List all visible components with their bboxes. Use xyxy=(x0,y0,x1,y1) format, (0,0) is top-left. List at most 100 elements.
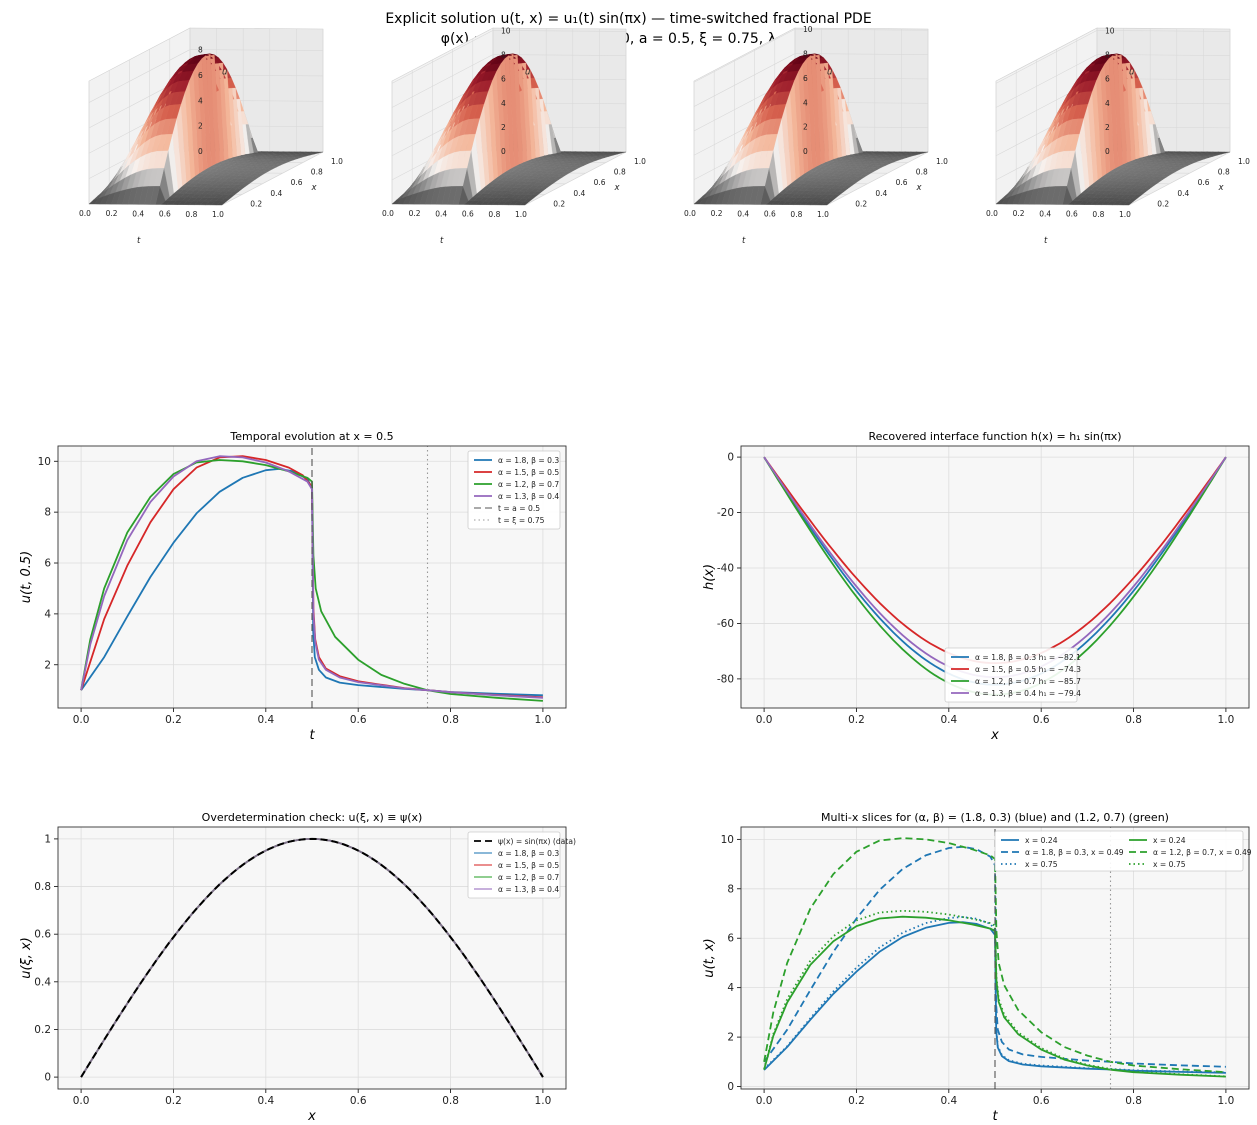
surface-t-tick: 1.0 xyxy=(212,210,224,219)
surface-x-tick: 1.0 xyxy=(634,157,646,166)
y-tick-label: 0.8 xyxy=(34,881,51,893)
plot-frame xyxy=(57,826,567,1090)
surface-t-tick: 0.2 xyxy=(106,209,118,218)
line-panel-4: 0.0 0.2 0.4 0.6 0.8 1.0 0 2 4 6 8 10 Multi-x slices … xyxy=(702,811,1252,1124)
surface-z-tick: 0 xyxy=(198,147,203,156)
surface-t-tick: 0.4 xyxy=(1039,209,1051,218)
y-tick-label: 0.6 xyxy=(34,929,51,941)
x-tick-label: 0.0 xyxy=(756,714,773,726)
y-tick-label: 2 xyxy=(727,1032,734,1044)
legend-box xyxy=(467,831,561,899)
x-tick-label: 0.8 xyxy=(442,714,459,726)
surface-t-tick: 0.4 xyxy=(132,209,144,218)
legend-label: α = 1.2, β = 0.7 xyxy=(498,480,559,489)
x-tick-label: 1.0 xyxy=(535,1095,552,1107)
series-group xyxy=(80,837,544,1078)
x-tick-label: 0.0 xyxy=(73,714,90,726)
surface-gridline xyxy=(189,49,324,51)
x-tick-label: 0.0 xyxy=(73,1095,90,1107)
surface-x-tick: 0.2 xyxy=(250,199,262,208)
series-group xyxy=(80,446,543,708)
panel-title: Overdetermination check: u(ξ, x) ≡ ψ(x) xyxy=(202,811,423,824)
surface-z-tick: 8 xyxy=(1105,51,1110,60)
surface-z-tick: 0 xyxy=(803,147,808,156)
x-tick-label: 0.6 xyxy=(1033,1095,1050,1107)
x-tick-label: 0.2 xyxy=(165,1095,182,1107)
surface-z-tick: 10 xyxy=(1105,26,1115,35)
surface-patch xyxy=(693,197,705,205)
x-tick-label: 0.4 xyxy=(940,1095,957,1107)
y-tick-label: 1 xyxy=(44,833,51,845)
x-tick-label: 0.2 xyxy=(848,714,865,726)
surface-x-tick: 1.0 xyxy=(1238,157,1250,166)
y-axis-label: u(ξ, x) xyxy=(19,937,34,979)
series-line xyxy=(80,459,543,702)
surface-t-label: t xyxy=(137,236,141,246)
series-line xyxy=(80,837,544,1078)
surface-z-tick: 8 xyxy=(501,51,506,60)
surface-gridline xyxy=(693,53,796,107)
x-tick-label: 0.2 xyxy=(848,1095,865,1107)
surface-z-tick: 10 xyxy=(803,25,813,34)
panel-title: Temporal evolution at x = 0.5 xyxy=(229,430,393,443)
surface-t-tick: 0.8 xyxy=(185,210,197,219)
y-tick-label: 0.4 xyxy=(34,976,51,988)
panel-title: Recovered interface function h(x) = h₁ s… xyxy=(868,430,1121,443)
legend-label: α = 1.5, β = 0.5 xyxy=(498,468,559,477)
y-tick-label: -60 xyxy=(717,618,734,630)
x-tick-label: 0.2 xyxy=(165,714,182,726)
y-tick-label: 2 xyxy=(44,659,51,671)
line-panel-2: 0.0 0.2 0.4 0.6 0.8 1.0 0 -20 -40 -60 -80 Recovered… xyxy=(702,430,1250,743)
surface-t-tick: 0.0 xyxy=(79,209,91,218)
surface-gridline xyxy=(391,30,494,84)
surface-gridline xyxy=(524,151,627,206)
x-tick-label: 0.6 xyxy=(350,1095,367,1107)
surface-z-tick: 2 xyxy=(501,123,506,132)
legend-label: α = 1.2, β = 0.7 xyxy=(498,873,559,882)
series-group xyxy=(763,827,1226,1089)
plot-frame xyxy=(57,445,567,709)
y-tick-label: 4 xyxy=(727,982,734,994)
surface-x-tick: 1.0 xyxy=(936,157,948,166)
surface-gridline xyxy=(693,28,796,83)
surface-gridline xyxy=(1096,30,1231,32)
legend-label: x = 0.24 xyxy=(1025,836,1058,845)
surface-z-tick: 4 xyxy=(501,99,506,108)
surface-t-tick: 0.2 xyxy=(1013,209,1025,218)
x-axis-label: t xyxy=(309,728,315,743)
legend-label: α = 1.2, β = 0.7 h₁ = −85.7 xyxy=(975,677,1081,686)
plot-frame xyxy=(740,445,1250,709)
surface-z-tick: 0 xyxy=(501,147,506,156)
surface-z-tick: 6 xyxy=(803,74,808,83)
legend-label: α = 1.8, β = 0.3 h₁ = −82.1 xyxy=(975,653,1081,662)
line-panel-1: 0.0 0.2 0.4 0.6 0.8 1.0 2 4 6 8 10 Temporal evoluti… xyxy=(19,430,567,743)
panel-title: Multi-x slices for (α, β) = (1.8, 0.3) (… xyxy=(821,811,1169,824)
surface-gridline xyxy=(794,28,929,31)
y-tick-label: 10 xyxy=(38,456,51,468)
surface-patch xyxy=(88,197,100,205)
x-tick-label: 0.6 xyxy=(350,714,367,726)
surface-panel-1: α = 1.8, β = 0.30.00.20.40.60.81.0t0.20.… xyxy=(70,27,343,326)
surface-x-label: x xyxy=(1218,183,1225,193)
surface-t-tick: 0.6 xyxy=(1066,210,1078,219)
x-axis-label: x xyxy=(990,728,999,743)
surface-gridline xyxy=(826,151,929,206)
surface-x-tick: 0.4 xyxy=(270,189,282,198)
surface-t-tick: 1.0 xyxy=(1119,210,1131,219)
surface-x-tick: 0.8 xyxy=(311,168,323,177)
surface-t-tick: 0.4 xyxy=(737,209,749,218)
x-tick-label: 0.4 xyxy=(257,1095,274,1107)
surface-patch xyxy=(391,197,403,205)
legend-label: α = 1.3, β = 0.4 xyxy=(498,492,559,501)
surface-t-tick: 0.8 xyxy=(488,210,500,219)
series-line xyxy=(80,455,543,699)
surface-t-tick: 1.0 xyxy=(515,210,527,219)
surface-z-label: u xyxy=(222,68,227,78)
surface-z-tick: 2 xyxy=(803,123,808,132)
x-tick-label: 1.0 xyxy=(1218,1095,1235,1107)
surface-x-label: x xyxy=(916,183,923,193)
legend-label: x = 0.24 xyxy=(1153,836,1186,845)
figure-title: Explicit solution u(t, x) = u₁(t) sin(πx… xyxy=(385,11,872,27)
surface-z-label: u xyxy=(1129,68,1134,78)
surface-t-tick: 0.2 xyxy=(711,209,723,218)
